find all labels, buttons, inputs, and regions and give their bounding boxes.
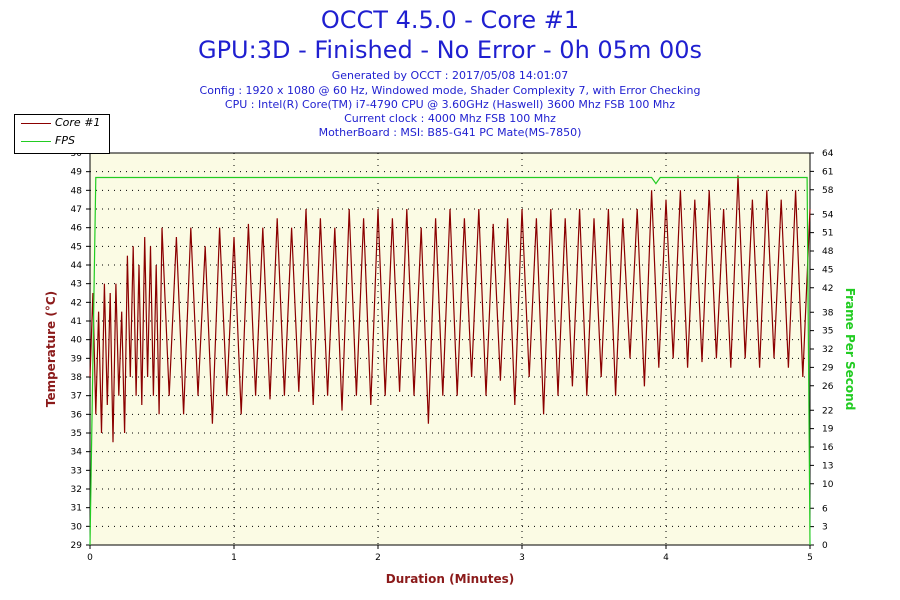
y2-tick-label: 42 <box>822 284 833 294</box>
y2-tick-label: 51 <box>822 229 833 239</box>
y2-tick-label: 10 <box>822 480 834 490</box>
y2-tick-label: 22 <box>822 406 833 416</box>
y-tick-label: 44 <box>71 261 83 271</box>
chart-title: OCCT 4.5.0 - Core #1 <box>320 6 580 34</box>
y-tick-label: 47 <box>71 205 82 215</box>
legend-item-core: Core #1 <box>15 115 109 133</box>
y2-axis-label: Frame Per Second <box>843 288 857 411</box>
y-tick-label: 36 <box>71 410 83 420</box>
y-axis-label: Temperature (°C) <box>44 291 58 407</box>
y-tick-label: 38 <box>71 373 83 383</box>
chart-subtitle: GPU:3D - Finished - No Error - 0h 05m 00… <box>197 36 702 64</box>
y-tick-label: 31 <box>71 504 82 514</box>
y2-tick-label: 26 <box>822 382 834 392</box>
y-tick-label: 42 <box>71 298 82 308</box>
y-tick-label: 34 <box>71 448 83 458</box>
y-tick-label: 29 <box>71 541 83 551</box>
config-line: Config : 1920 x 1080 @ 60 Hz, Windowed m… <box>199 84 701 97</box>
y2-tick-label: 6 <box>822 504 828 514</box>
motherboard-line: MotherBoard : MSI: B85-G41 PC Mate(MS-78… <box>318 126 582 139</box>
x-axis-label: Duration (Minutes) <box>386 572 514 586</box>
y2-tick-label: 58 <box>822 186 834 196</box>
y2-tick-label: 38 <box>822 308 834 318</box>
y-tick-label: 50 <box>71 149 83 159</box>
y2-tick-label: 19 <box>822 425 834 435</box>
x-tick-label: 1 <box>231 553 237 563</box>
legend-label-core: Core #1 <box>55 116 101 129</box>
generated-line: Generated by OCCT : 2017/05/08 14:01:07 <box>331 69 569 82</box>
y2-tick-label: 48 <box>822 247 834 257</box>
x-tick-label: 3 <box>519 553 525 563</box>
legend: Core #1 FPS <box>14 114 110 154</box>
y2-tick-label: 13 <box>822 461 833 471</box>
legend-swatch-core <box>21 123 51 124</box>
series-line-fps <box>89 176 811 546</box>
x-tick-label: 2 <box>375 553 381 563</box>
y2-tick-label: 35 <box>822 327 833 337</box>
y-tick-label: 46 <box>71 224 83 234</box>
y-tick-label: 43 <box>71 280 82 290</box>
legend-item-fps: FPS <box>15 133 109 151</box>
series-line-core <box>89 175 811 443</box>
y2-tick-label: 0 <box>822 541 828 551</box>
y2-tick-label: 54 <box>822 210 834 220</box>
y-tick-label: 39 <box>71 354 83 364</box>
y2-tick-label: 29 <box>822 363 834 373</box>
clock-line: Current clock : 4000 Mhz FSB 100 Mhz <box>344 112 556 125</box>
x-tick-label: 5 <box>807 553 813 563</box>
y-tick-label: 40 <box>71 336 83 346</box>
y-tick-label: 45 <box>71 242 82 252</box>
x-tick-label: 0 <box>87 553 93 563</box>
x-tick-label: 4 <box>663 553 669 563</box>
y-tick-label: 30 <box>71 522 83 532</box>
y-tick-label: 33 <box>71 466 82 476</box>
y-tick-label: 48 <box>71 186 83 196</box>
y2-tick-label: 32 <box>822 345 833 355</box>
y2-tick-label: 64 <box>822 149 834 159</box>
y-tick-label: 41 <box>71 317 82 327</box>
y-tick-label: 37 <box>71 392 82 402</box>
y2-tick-label: 61 <box>822 167 833 177</box>
y-tick-label: 49 <box>71 168 83 178</box>
y-tick-label: 32 <box>71 485 82 495</box>
y2-tick-label: 3 <box>822 523 828 533</box>
legend-label-fps: FPS <box>55 134 75 147</box>
y2-tick-label: 16 <box>822 443 834 453</box>
y2-tick-label: 45 <box>822 265 833 275</box>
cpu-line: CPU : Intel(R) Core(TM) i7-4790 CPU @ 3.… <box>224 98 676 111</box>
y-tick-label: 35 <box>71 429 82 439</box>
legend-swatch-fps <box>21 141 51 142</box>
